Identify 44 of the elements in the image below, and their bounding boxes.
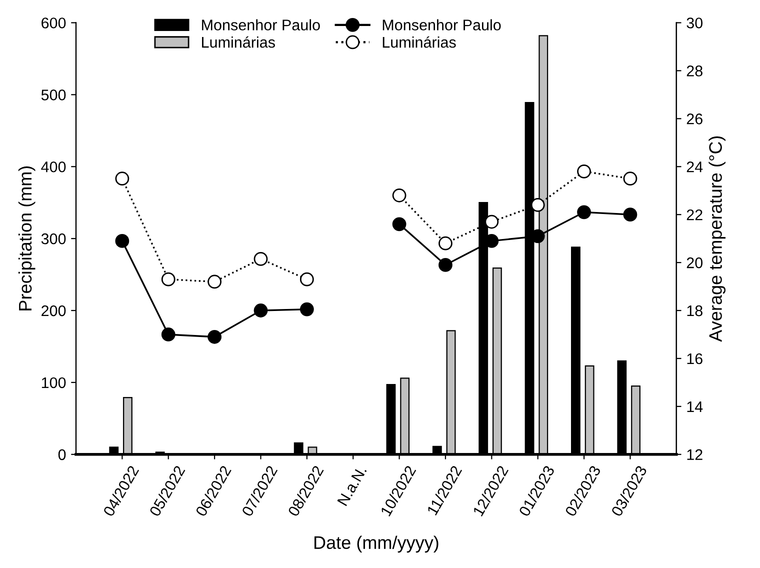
- y-tick-label: 0: [58, 449, 66, 460]
- point: [300, 272, 314, 286]
- y-tick-label: 300: [41, 233, 66, 244]
- legend-label: Monsenhor Paulo: [382, 19, 501, 30]
- y2-axis-title: Average temperature (°C): [708, 136, 726, 342]
- point: [530, 198, 545, 212]
- point: [115, 234, 130, 248]
- point: [115, 172, 130, 186]
- legend-label: Luminárias: [382, 36, 456, 48]
- point: [577, 164, 591, 178]
- point: [623, 208, 638, 222]
- y-tick-label: 100: [42, 377, 66, 388]
- legend-label: Monsenhor Paulo: [202, 19, 320, 30]
- point: [161, 272, 176, 286]
- y2-tick-label: 20: [686, 257, 703, 268]
- point: [392, 188, 406, 202]
- point: [300, 302, 314, 316]
- legend-label: Luminárias: [202, 36, 275, 48]
- y-tick-label: 200: [42, 305, 66, 316]
- y-tick-label: 500: [41, 90, 66, 100]
- y2-tick-label: 28: [686, 66, 702, 76]
- point: [208, 274, 222, 289]
- point: [208, 330, 222, 344]
- y2-tick-label: 24: [686, 161, 703, 172]
- y-tick-label: 600: [42, 18, 66, 28]
- y2-tick-label: 12: [687, 449, 702, 460]
- point: [484, 214, 499, 229]
- y2-tick-label: 26: [686, 114, 702, 124]
- x-axis-title: Date (mm/yyyy): [314, 536, 438, 553]
- point: [254, 252, 268, 266]
- y-axis-title: Precipitation (mm): [18, 166, 36, 310]
- y2-tick-label: 30: [686, 18, 703, 28]
- point: [623, 172, 638, 186]
- point: [392, 217, 406, 232]
- y2-tick-label: 16: [687, 353, 702, 364]
- point: [438, 236, 452, 250]
- point: [161, 328, 176, 342]
- y2-tick-label: 22: [686, 209, 702, 220]
- y2-tick-label: 18: [687, 305, 702, 316]
- point: [438, 258, 452, 272]
- point: [577, 205, 591, 220]
- y-tick-label: 400: [41, 161, 66, 172]
- point: [254, 304, 268, 318]
- y2-tick-label: 14: [687, 401, 703, 412]
